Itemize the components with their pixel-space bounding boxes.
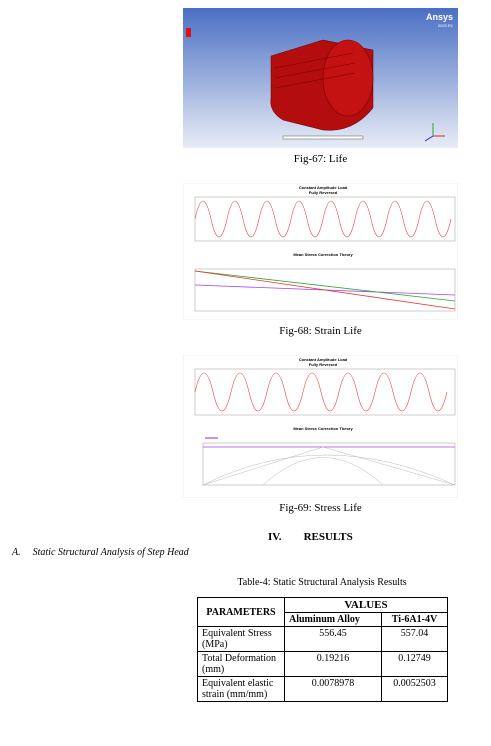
plot-title: Constant Amplitude Load — [299, 357, 348, 362]
plot-title: Constant Amplitude Load — [299, 185, 348, 190]
table-cell: 556.45 — [284, 626, 382, 652]
table-cell: Total Deformation (mm) — [197, 651, 285, 677]
header-cell: VALUES — [284, 597, 448, 613]
figure-stress-life: Constant Amplitude Load Fully Reversed M… — [183, 355, 458, 498]
table-cell: 0.0052503 — [380, 676, 449, 702]
table-row: Total Deformation (mm) 0.19216 0.12749 — [197, 651, 449, 677]
section-heading: IV. RESULTS — [268, 531, 353, 543]
table-row: Equivalent elastic strain (mm/mm) 0.00789… — [197, 676, 449, 702]
results-table: PARAMETERS VALUES Aluminum Alloy Ti-6A1-… — [197, 597, 449, 702]
plot-title: Mean Stress Correction Theory — [293, 426, 353, 431]
caption: Fig-67: Life — [293, 153, 348, 165]
figure-strain-life: Constant Amplitude Load Fully Reversed M… — [183, 183, 458, 320]
subsection-number: A. — [12, 547, 21, 558]
table-cell: Equivalent Stress (MPa) — [197, 626, 285, 652]
plot-title: Mean Stress Correction Theory — [293, 252, 353, 257]
header-cell: Ti-6A1-4V — [380, 612, 449, 627]
table-caption: Table-4: Static Structural Analysis Resu… — [237, 577, 407, 588]
table-cell: 557.04 — [380, 626, 449, 652]
figure-life: Ansys 2023 R1 — [183, 8, 458, 148]
brand: Ansys — [426, 12, 453, 22]
table-cell: 0.19216 — [284, 651, 382, 677]
table-cell: 0.0078978 — [284, 676, 382, 702]
header-cell: PARAMETERS — [197, 597, 285, 627]
version: 2023 R1 — [438, 23, 454, 28]
subsection-heading: A. Static Structural Analysis of Step Hea… — [12, 547, 189, 558]
plot-subtitle: Fully Reversed — [309, 190, 338, 195]
caption: Fig-69: Stress Life — [279, 502, 362, 514]
plot-subtitle: Fully Reversed — [309, 362, 338, 367]
table-cell: 0.12749 — [380, 651, 449, 677]
header-cell: Aluminum Alloy — [284, 612, 382, 627]
table-cell: Equivalent elastic strain (mm/mm) — [197, 676, 285, 702]
subsection-title: Static Structural Analysis of Step Head — [32, 547, 189, 558]
table-row: Equivalent Stress (MPa) 556.45 557.04 — [197, 626, 449, 652]
section-title: RESULTS — [303, 531, 353, 543]
caption: Fig-68: Strain Life — [279, 325, 362, 337]
section-number: IV. — [268, 531, 282, 543]
